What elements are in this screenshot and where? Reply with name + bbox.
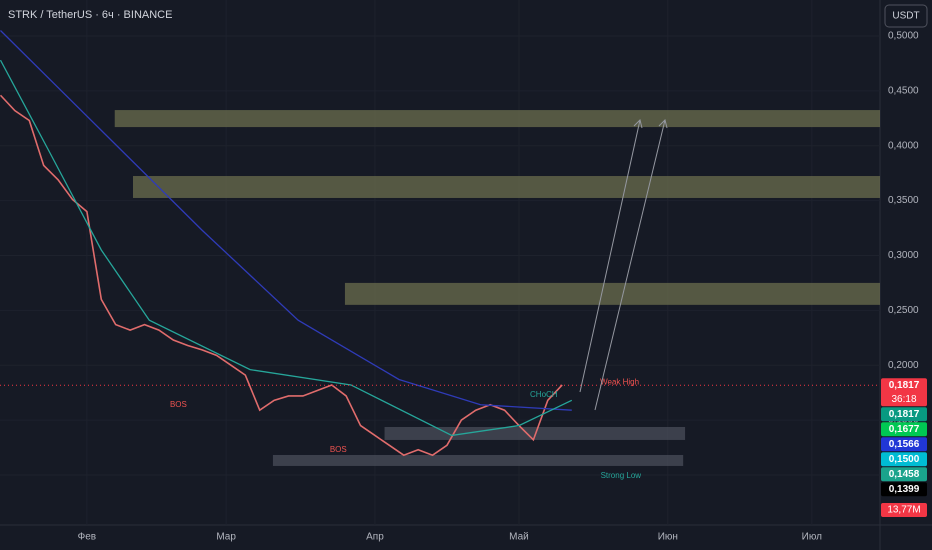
y-tick-label: 0,4000: [888, 140, 919, 151]
price-tag: [881, 437, 927, 452]
annotation: Strong Low: [601, 471, 642, 480]
price-line: [0, 30, 572, 411]
arrow-head: [633, 119, 643, 129]
zone: [132, 176, 880, 198]
price-tag: [881, 452, 927, 467]
y-tick-label: 0,2000: [888, 360, 919, 371]
price-tag: [881, 482, 927, 497]
y-tick-label: 0,3500: [888, 195, 919, 206]
x-tick-label: Мар: [216, 532, 236, 543]
y-tick-label: 0,3000: [888, 250, 919, 261]
chart-title: STRK / TetherUS · 6ч · BINANCE: [8, 9, 172, 21]
arrow-head: [658, 119, 668, 129]
price-tag-label: 0,1566: [889, 439, 920, 450]
price-tag: [881, 378, 927, 407]
price-tag: [881, 467, 927, 482]
volume-tag: [881, 503, 927, 517]
annotation: CHoCH: [530, 390, 558, 399]
y-tick-label: 0,2500: [888, 305, 919, 316]
price-tag-label: 0,1500: [889, 454, 920, 465]
arrow: [579, 119, 641, 393]
currency-label[interactable]: USDT: [892, 11, 919, 22]
y-tick-label: 0,4500: [888, 86, 919, 97]
annotation: Weak High: [600, 377, 639, 386]
price-line: [0, 94, 563, 457]
y-tick-label: 0,5000: [888, 31, 919, 42]
price-tag-label: 0,1399: [889, 484, 920, 495]
price-tag: [881, 407, 927, 422]
zone: [384, 427, 686, 440]
x-tick-label: Июн: [658, 532, 678, 543]
zone: [272, 454, 684, 466]
annotation: BOS: [330, 445, 347, 454]
volume-tag-label: 13,77M: [887, 505, 920, 516]
currency-button[interactable]: [884, 4, 928, 28]
plot-area: BOS BOS CHoCH Weak High Strong Low: [0, 30, 881, 480]
zone: [114, 110, 881, 128]
x-tick-label: Фев: [78, 532, 96, 543]
x-tick-label: Май: [509, 532, 529, 543]
arrow: [594, 119, 666, 411]
annotation: BOS: [170, 400, 187, 409]
price-tag-label: 0,1817: [889, 409, 920, 420]
x-tick-label: Июл: [802, 532, 822, 543]
countdown: 36:18: [891, 394, 916, 405]
x-tick-label: Апр: [366, 532, 384, 543]
price-tag: [881, 422, 927, 437]
price-tag-label: 0,1817: [889, 380, 920, 391]
price-line: [0, 59, 573, 437]
price-tag-label: 0,1458: [889, 469, 920, 480]
zone: [344, 282, 880, 305]
price-tag-label: 0,1677: [889, 424, 920, 435]
